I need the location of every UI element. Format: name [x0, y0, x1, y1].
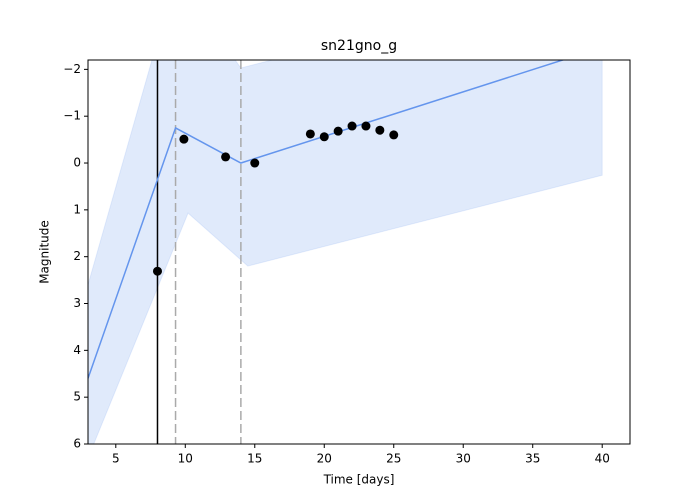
data-point [375, 125, 385, 135]
y-tick-label: 3 [73, 296, 81, 310]
y-tick-label: 0 [73, 156, 81, 170]
axes-frame [87, 59, 631, 445]
data-point [361, 121, 371, 131]
data-point [347, 121, 357, 131]
y-tick-label: 4 [73, 343, 81, 357]
data-point [179, 134, 189, 144]
x-tick-label: 15 [247, 452, 262, 466]
data-point [319, 132, 329, 142]
y-axis-label: Magnitude [38, 220, 52, 284]
x-tick-label: 10 [178, 452, 193, 466]
x-tick-label: 25 [386, 452, 401, 466]
data-point [305, 129, 315, 139]
data-point [152, 266, 162, 276]
x-axis-label: Time [days] [323, 473, 395, 487]
data-point [221, 152, 231, 162]
y-tick-label: −2 [63, 62, 81, 76]
y-tick-label: 5 [73, 390, 81, 404]
confidence-band [88, 60, 603, 444]
chart-title: sn21gno_g [321, 38, 397, 54]
data-point [333, 126, 343, 136]
y-tick-label: 1 [73, 202, 81, 216]
x-tick-label: 35 [525, 452, 540, 466]
x-tick-label: 20 [317, 452, 332, 466]
x-tick-label: 5 [112, 452, 120, 466]
y-tick-label: −1 [63, 109, 81, 123]
x-tick-label: 40 [595, 452, 610, 466]
model-line [88, 60, 566, 379]
x-tick-label: 30 [456, 452, 471, 466]
y-tick-label: 2 [73, 249, 81, 263]
plot-area [88, 60, 603, 444]
data-point [389, 130, 399, 140]
data-point [250, 158, 260, 168]
y-tick-label: 6 [73, 437, 81, 451]
